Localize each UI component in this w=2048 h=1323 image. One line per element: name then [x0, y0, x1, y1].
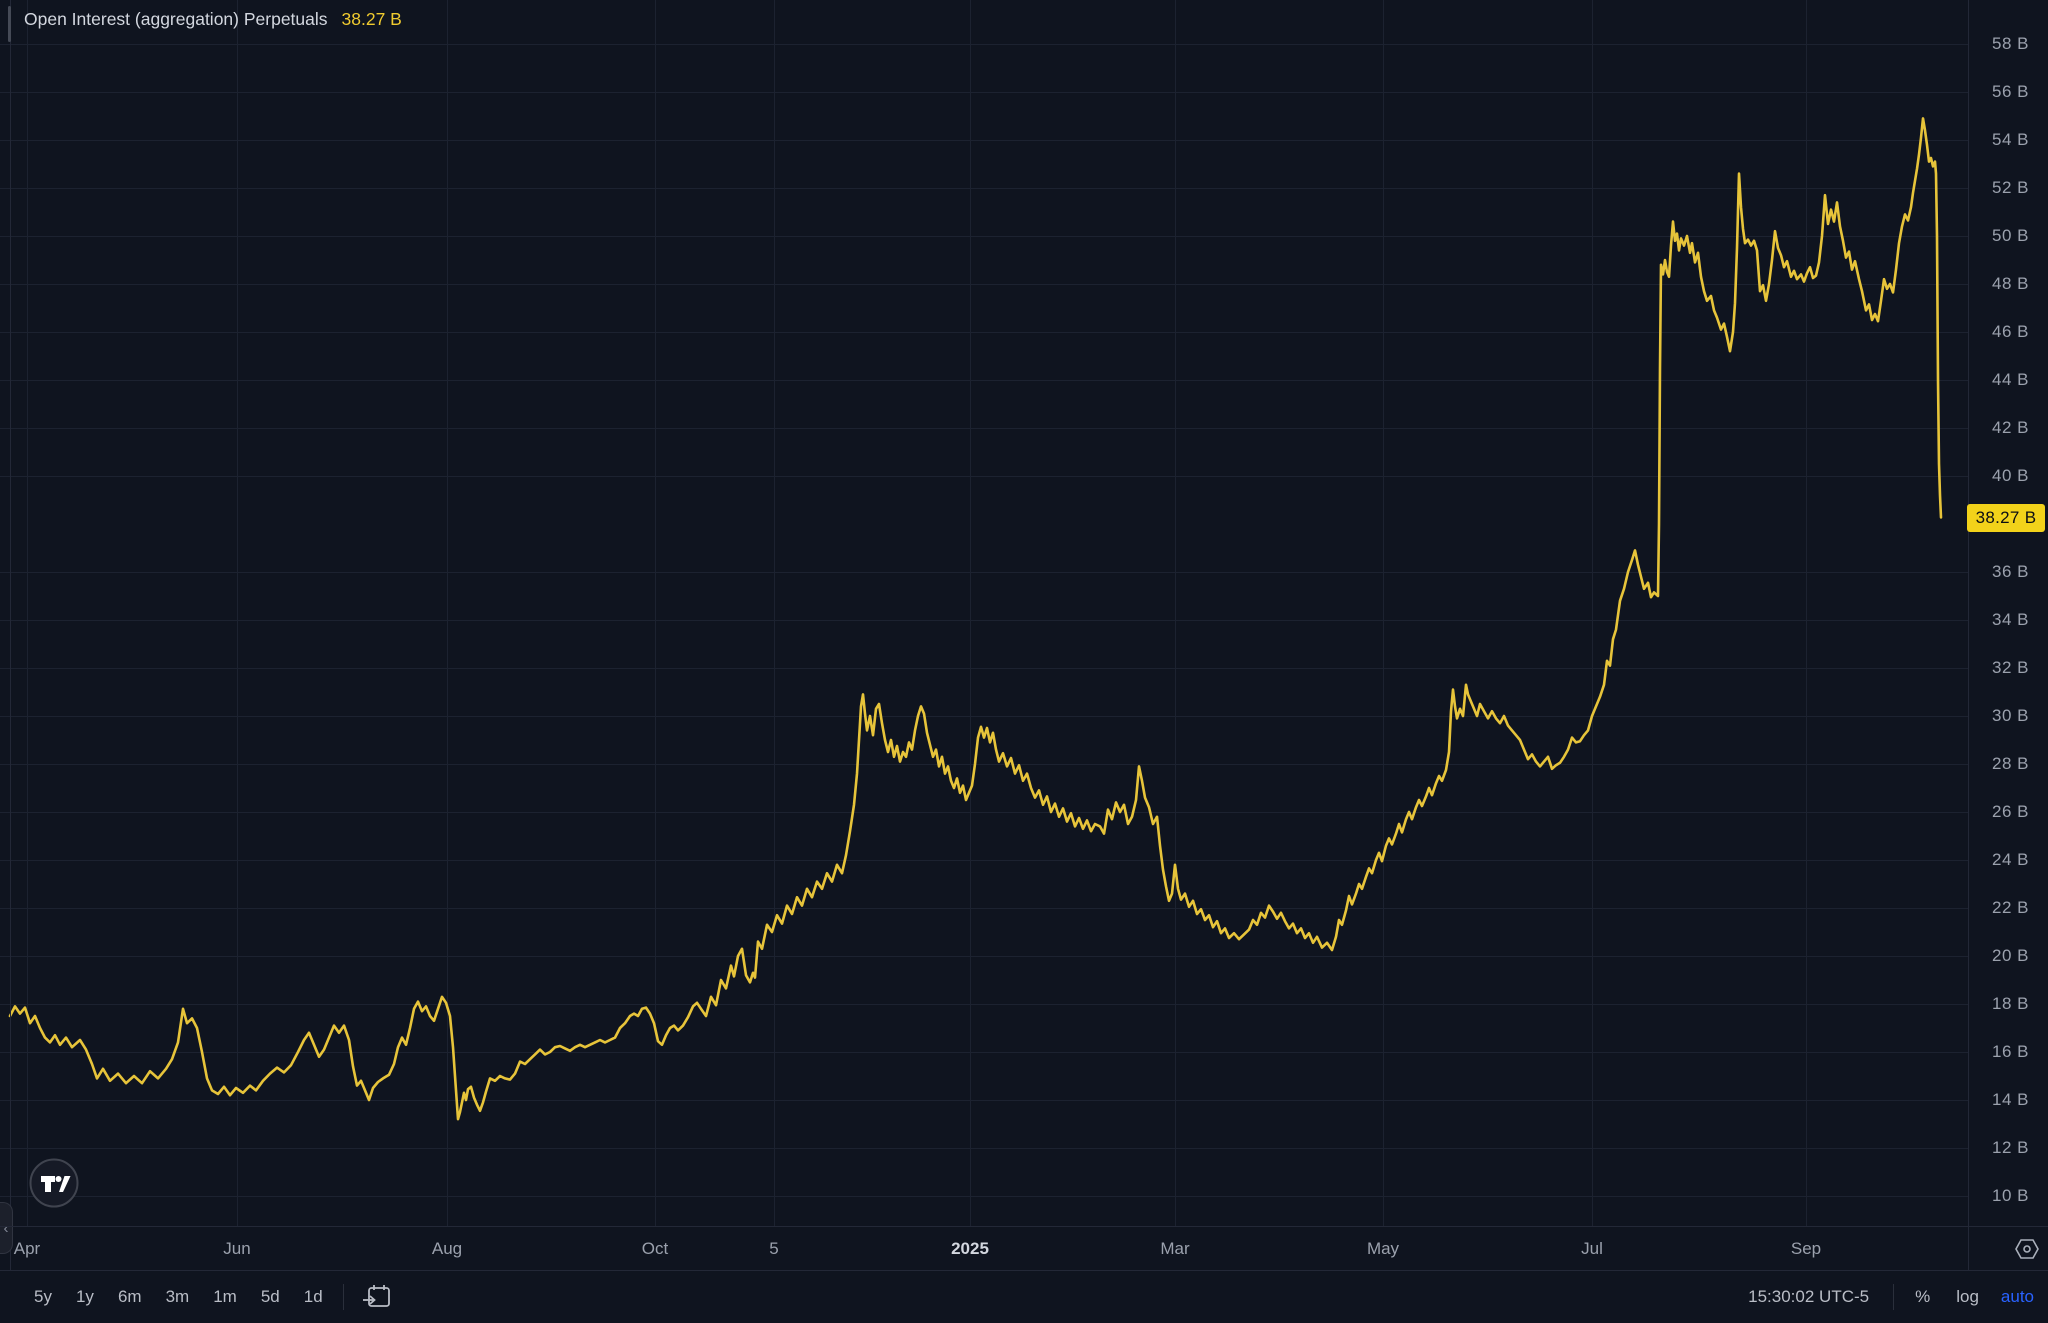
- range-button-3m[interactable]: 3m: [165, 1287, 190, 1306]
- price-axis-border: [1968, 0, 1969, 1270]
- chart-canvas[interactable]: [0, 0, 1968, 1226]
- price-axis-label: 12 B: [1992, 1138, 2029, 1157]
- auto-scale-button[interactable]: auto: [2000, 1287, 2034, 1306]
- price-axis-label: 22 B: [1992, 898, 2029, 917]
- time-axis-label: Mar: [1160, 1239, 1190, 1258]
- time-axis-label: Jun: [223, 1239, 251, 1258]
- time-axis-label: 5: [769, 1239, 779, 1258]
- price-axis-label: 14 B: [1992, 1090, 2029, 1109]
- price-axis-label: 56 B: [1992, 82, 2029, 101]
- time-axis-label: Aug: [431, 1239, 463, 1258]
- last-price-badge: 38.27 B: [1967, 503, 2045, 532]
- price-axis-label: 48 B: [1992, 274, 2029, 293]
- time-axis-label: Apr: [13, 1239, 41, 1258]
- range-button-1m[interactable]: 1m: [213, 1287, 237, 1306]
- toolbar-divider: [342, 1284, 344, 1310]
- series-legend[interactable]: Open Interest (aggregation) Perpetuals 38…: [24, 9, 402, 30]
- price-axis-label: 32 B: [1992, 658, 2029, 677]
- panel-divider: [10, 0, 11, 1270]
- series-last-value: 38.27 B: [341, 9, 402, 29]
- price-axis[interactable]: 58 B 56 B 54 B 52 B 50 B 48 B 46 B 44 B 42 B 40 B…: [1967, 0, 2048, 1226]
- price-axis-label: 50 B: [1992, 226, 2029, 245]
- time-axis-label: May: [1366, 1239, 1400, 1258]
- price-axis-label: 44 B: [1992, 370, 2029, 389]
- price-axis-label: 18 B: [1992, 994, 2029, 1013]
- toolbar-divider: [1893, 1284, 1895, 1310]
- plot-area[interactable]: Open Interest (aggregation) Perpetuals 38…: [0, 0, 1968, 1270]
- time-axis-label: Jul: [1581, 1239, 1603, 1258]
- time-axis[interactable]: Apr Jun Aug Oct 5 2025 Mar May Jul Sep: [0, 1226, 2048, 1270]
- range-button-1y[interactable]: 1y: [75, 1287, 94, 1306]
- range-button-1d[interactable]: 1d: [303, 1287, 323, 1306]
- range-switcher: 5y 1y 6m 3m 1m 5d 1d: [0, 1283, 392, 1311]
- toolbar-right-group: 15:30:02 UTC-5 % log auto: [1748, 1284, 2048, 1310]
- time-axis-settings-icon[interactable]: [2014, 1237, 2040, 1261]
- price-axis-label: 26 B: [1992, 802, 2029, 821]
- clock-timezone[interactable]: 15:30:02 UTC-5: [1748, 1287, 1870, 1306]
- time-axis-label: 2025: [951, 1239, 989, 1258]
- tradingview-logo[interactable]: [29, 1158, 79, 1208]
- percent-scale-button[interactable]: %: [1915, 1287, 1931, 1306]
- chevron-left-icon: ‹: [3, 1219, 9, 1237]
- price-axis-label: 16 B: [1992, 1042, 2029, 1061]
- price-axis-label: 28 B: [1992, 754, 2029, 773]
- log-scale-button[interactable]: log: [1956, 1287, 1979, 1306]
- range-button-6m[interactable]: 6m: [117, 1287, 142, 1306]
- price-axis-label: 36 B: [1992, 562, 2029, 581]
- price-axis-label: 46 B: [1992, 322, 2029, 341]
- scrollbar-thumb[interactable]: [8, 6, 11, 42]
- open-interest-line: [8, 117, 1943, 1121]
- price-axis-label: 52 B: [1992, 178, 2029, 197]
- calendar-go-to-date-icon: [362, 1285, 390, 1307]
- price-axis-label: 34 B: [1992, 610, 2029, 629]
- series-title: Open Interest (aggregation) Perpetuals: [24, 9, 328, 29]
- price-axis-label: 54 B: [1992, 130, 2029, 149]
- price-axis-label: 20 B: [1992, 946, 2029, 965]
- tradingview-logo-icon: [29, 1158, 79, 1208]
- time-axis-label: Oct: [641, 1239, 669, 1258]
- range-button-5y[interactable]: 5y: [34, 1287, 52, 1306]
- time-axis-label: Sep: [1790, 1239, 1822, 1258]
- price-axis-label: 40 B: [1992, 466, 2029, 485]
- price-axis-label: 58 B: [1992, 34, 2029, 53]
- go-to-date-button[interactable]: [362, 1283, 392, 1311]
- price-axis-label: 42 B: [1992, 418, 2029, 437]
- bottom-toolbar: 5y 1y 6m 3m 1m 5d 1d 15:30:02 UTC-5 %: [0, 1270, 2048, 1323]
- range-button-5d[interactable]: 5d: [260, 1287, 280, 1306]
- price-axis-label: 10 B: [1992, 1186, 2029, 1205]
- price-axis-label: 24 B: [1992, 850, 2029, 869]
- price-axis-label: 30 B: [1992, 706, 2029, 725]
